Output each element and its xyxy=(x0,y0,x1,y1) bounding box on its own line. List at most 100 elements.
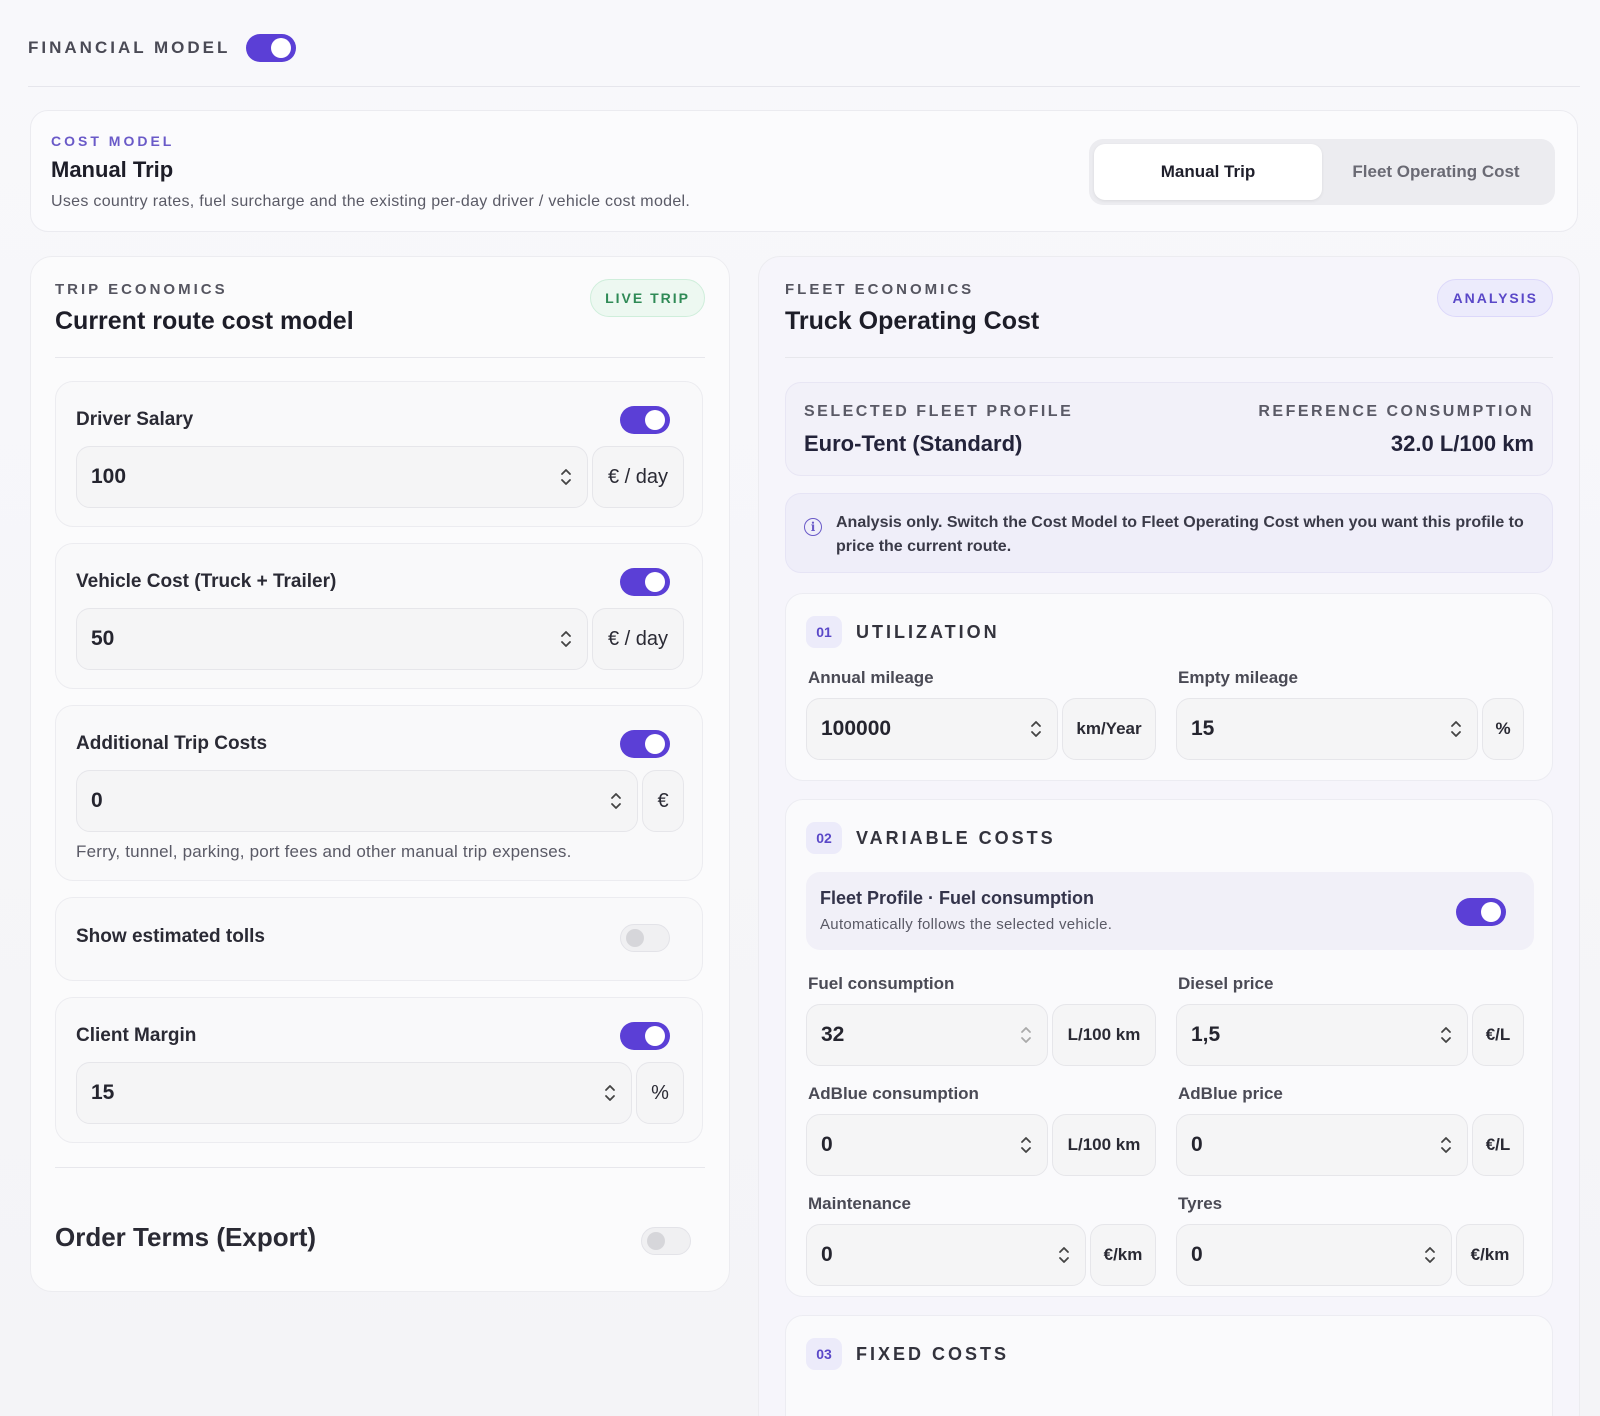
utilization-header: 01 UTILIZATION xyxy=(806,616,1000,648)
vehicle-cost-value: 50 xyxy=(91,627,115,650)
adblue-price-unit: €/L xyxy=(1472,1114,1524,1176)
tolls-toggle[interactable] xyxy=(620,924,670,952)
client-margin-card: Client Margin 15 % xyxy=(55,997,703,1143)
vehicle-cost-unit: € / day xyxy=(592,608,684,670)
diesel-price-value: 1,5 xyxy=(1191,1023,1221,1046)
analysis-info: i Analysis only. Switch the Cost Model t… xyxy=(785,493,1553,573)
empty-mileage-input[interactable]: 15 xyxy=(1176,698,1478,760)
driver-salary-toggle[interactable] xyxy=(620,406,670,434)
divider xyxy=(28,86,1580,87)
vehicle-cost-label: Vehicle Cost (Truck + Trailer) xyxy=(76,571,337,592)
live-trip-badge: LIVE TRIP xyxy=(590,279,705,317)
driver-salary-value: 100 xyxy=(91,465,127,488)
stepper-icon[interactable] xyxy=(1423,1243,1437,1267)
client-margin-value: 15 xyxy=(91,1081,115,1104)
adblue-consumption-input[interactable]: 0 xyxy=(806,1114,1048,1176)
stepper-icon[interactable] xyxy=(1019,1133,1033,1157)
fleet-operating-cost-option[interactable]: Fleet Operating Cost xyxy=(1352,162,1520,181)
section-title: UTILIZATION xyxy=(856,621,1000,642)
utilization-section: 01 UTILIZATION Annual mileage 100000 km/… xyxy=(785,593,1553,781)
additional-costs-input[interactable]: 0 xyxy=(76,770,638,832)
financial-model-row: FINANCIAL MODEL xyxy=(28,34,297,62)
client-margin-input[interactable]: 15 xyxy=(76,1062,632,1124)
trip-title: Current route cost model xyxy=(55,307,354,335)
section-number: 02 xyxy=(806,822,842,854)
tolls-label: Show estimated tolls xyxy=(76,926,265,947)
client-margin-label: Client Margin xyxy=(76,1025,197,1046)
client-margin-field: 15 % xyxy=(76,1062,684,1124)
additional-costs-field: 0 € xyxy=(76,770,684,832)
vehicle-cost-field: 50 € / day xyxy=(76,608,684,670)
tyres-value: 0 xyxy=(1191,1243,1203,1266)
fleet-profile-card: SELECTED FLEET PROFILE Euro-Tent (Standa… xyxy=(785,382,1553,476)
vehicle-cost-card: Vehicle Cost (Truck + Trailer) 50 € / da… xyxy=(55,543,703,689)
adblue-consumption-value: 0 xyxy=(821,1133,833,1156)
fuel-consumption-input[interactable]: 32 xyxy=(806,1004,1048,1066)
empty-mileage-value: 15 xyxy=(1191,717,1215,740)
stepper-icon[interactable] xyxy=(1057,1243,1071,1267)
fixed-costs-section: 03 FIXED COSTS xyxy=(785,1315,1553,1416)
diesel-price-unit: €/L xyxy=(1472,1004,1524,1066)
diesel-price-label: Diesel price xyxy=(1178,974,1274,993)
divider xyxy=(55,357,705,358)
fleet-profile-fuel-toggle[interactable] xyxy=(1456,898,1506,926)
cost-model-description: Uses country rates, fuel surcharge and t… xyxy=(51,193,691,210)
tolls-card: Show estimated tolls xyxy=(55,897,703,981)
stepper-icon[interactable] xyxy=(1019,1023,1033,1047)
vehicle-cost-toggle[interactable] xyxy=(620,568,670,596)
maintenance-unit: €/km xyxy=(1090,1224,1156,1286)
stepper-icon[interactable] xyxy=(609,789,623,813)
trip-eyebrow: TRIP ECONOMICS xyxy=(55,281,228,298)
annual-mileage-label: Annual mileage xyxy=(808,668,934,687)
driver-salary-input[interactable]: 100 xyxy=(76,446,588,508)
maintenance-value: 0 xyxy=(821,1243,833,1266)
stepper-icon[interactable] xyxy=(1439,1133,1453,1157)
order-terms-label: Order Terms (Export) xyxy=(55,1222,317,1252)
empty-mileage-field: 15 % xyxy=(1176,698,1524,760)
maintenance-field: 0 €/km xyxy=(806,1224,1156,1286)
additional-costs-card: Additional Trip Costs 0 € Ferry, tunnel,… xyxy=(55,705,703,881)
additional-costs-label: Additional Trip Costs xyxy=(76,733,268,754)
empty-mileage-label: Empty mileage xyxy=(1178,668,1298,687)
stepper-icon[interactable] xyxy=(559,465,573,489)
cost-model-eyebrow: COST MODEL xyxy=(51,133,175,149)
additional-costs-unit: € xyxy=(642,770,684,832)
tyres-input[interactable]: 0 xyxy=(1176,1224,1452,1286)
variable-costs-header: 02 VARIABLE COSTS xyxy=(806,822,1056,854)
section-title: VARIABLE COSTS xyxy=(856,827,1056,848)
fuel-consumption-value: 32 xyxy=(821,1023,845,1046)
driver-salary-label: Driver Salary xyxy=(76,409,194,430)
section-title: FIXED COSTS xyxy=(856,1343,1010,1364)
diesel-price-input[interactable]: 1,5 xyxy=(1176,1004,1468,1066)
adblue-price-field: 0 €/L xyxy=(1176,1114,1524,1176)
fleet-title: Truck Operating Cost xyxy=(785,307,1040,335)
adblue-price-value: 0 xyxy=(1191,1133,1203,1156)
vehicle-cost-input[interactable]: 50 xyxy=(76,608,588,670)
stepper-icon[interactable] xyxy=(1439,1023,1453,1047)
stepper-icon[interactable] xyxy=(1449,717,1463,741)
trip-economics-panel: TRIP ECONOMICS Current route cost model … xyxy=(30,256,730,1292)
tyres-unit: €/km xyxy=(1456,1224,1524,1286)
financial-model-toggle[interactable] xyxy=(246,34,297,62)
variable-costs-section: 02 VARIABLE COSTS Fleet Profile · Fuel c… xyxy=(785,799,1553,1297)
order-terms-toggle[interactable] xyxy=(641,1227,691,1255)
fleet-economics-panel: FLEET ECONOMICS Truck Operating Cost ANA… xyxy=(758,256,1580,1416)
annual-mileage-input[interactable]: 100000 xyxy=(806,698,1058,760)
annual-mileage-value: 100000 xyxy=(821,717,892,740)
additional-costs-toggle[interactable] xyxy=(620,730,670,758)
manual-trip-option[interactable]: Manual Trip xyxy=(1094,144,1322,200)
stepper-icon[interactable] xyxy=(1029,717,1043,741)
stepper-icon[interactable] xyxy=(559,627,573,651)
fuel-consumption-unit: L/100 km xyxy=(1052,1004,1156,1066)
client-margin-toggle[interactable] xyxy=(620,1022,670,1050)
adblue-price-input[interactable]: 0 xyxy=(1176,1114,1468,1176)
empty-mileage-unit: % xyxy=(1482,698,1524,760)
info-icon: i xyxy=(804,518,822,536)
adblue-consumption-field: 0 L/100 km xyxy=(806,1114,1156,1176)
maintenance-input[interactable]: 0 xyxy=(806,1224,1086,1286)
tyres-label: Tyres xyxy=(1178,1194,1223,1213)
profile-key: SELECTED FLEET PROFILE xyxy=(804,403,1074,420)
driver-salary-card: Driver Salary 100 € / day xyxy=(55,381,703,527)
stepper-icon[interactable] xyxy=(603,1081,617,1105)
driver-salary-unit: € / day xyxy=(592,446,684,508)
